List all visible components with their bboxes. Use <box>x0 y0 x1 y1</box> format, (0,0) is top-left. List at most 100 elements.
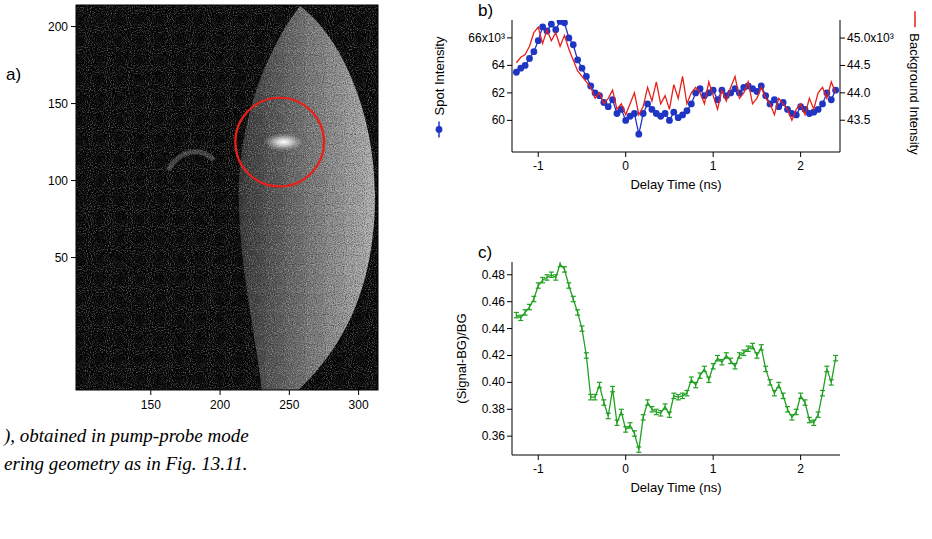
data-point <box>605 103 612 110</box>
line <box>514 317 519 318</box>
error-bar <box>693 382 698 387</box>
line <box>667 417 672 418</box>
line <box>824 371 829 372</box>
x-axis <box>512 455 840 456</box>
line <box>713 364 714 369</box>
line <box>765 366 766 371</box>
line <box>660 411 661 416</box>
caption-line: ering geometry as in Fig. 13.11. <box>4 453 247 474</box>
line <box>748 346 749 351</box>
y2-tick <box>840 65 845 66</box>
line <box>752 343 753 348</box>
plot-area <box>513 20 839 138</box>
line <box>730 358 731 363</box>
y2-tick-label: 43.5 <box>847 113 871 127</box>
line <box>599 382 600 387</box>
line <box>750 348 755 349</box>
data-point <box>644 100 651 107</box>
line <box>525 310 526 315</box>
line <box>776 387 781 388</box>
line <box>566 282 571 283</box>
x-tick-label: -1 <box>533 462 544 476</box>
error-bar <box>833 355 838 360</box>
line <box>769 380 770 385</box>
line <box>671 393 676 394</box>
y2-tick-label: 44.0 <box>847 86 871 100</box>
line <box>691 377 692 382</box>
line <box>606 418 611 419</box>
y-tick <box>71 257 76 258</box>
roi-circle <box>235 98 324 187</box>
error-bar <box>597 382 602 387</box>
line <box>759 349 764 350</box>
line <box>658 410 663 411</box>
error-bar <box>811 420 816 425</box>
y-tick <box>507 436 512 437</box>
line <box>647 400 648 405</box>
y2-tick <box>840 38 845 39</box>
error-bar <box>610 386 615 391</box>
data-point <box>526 55 533 62</box>
error-bar <box>733 364 738 369</box>
line <box>590 394 591 399</box>
line <box>656 409 657 414</box>
error-bar <box>562 267 567 272</box>
error-bar <box>671 393 676 398</box>
line <box>564 267 565 272</box>
line <box>636 452 641 453</box>
data-point <box>548 21 555 28</box>
line <box>540 277 545 278</box>
line <box>698 372 703 373</box>
data-point <box>771 96 778 103</box>
error-bar <box>750 343 755 348</box>
line <box>798 398 803 399</box>
line <box>527 309 532 310</box>
line <box>523 309 528 310</box>
y-tick-label: 0.38 <box>482 402 506 416</box>
error-bar <box>824 366 829 371</box>
x-axis-title: Delay Time (ns) <box>630 480 721 495</box>
line <box>781 393 786 394</box>
line <box>693 387 698 388</box>
x-tick <box>538 455 539 460</box>
data-point <box>819 100 826 107</box>
line <box>726 353 727 358</box>
error-bar <box>781 393 786 398</box>
error-bar <box>754 353 759 358</box>
line <box>763 366 768 367</box>
line <box>807 422 812 423</box>
line <box>706 382 711 383</box>
error-bar <box>776 382 781 387</box>
line <box>768 384 773 385</box>
line <box>816 417 821 418</box>
x-tick <box>800 455 801 460</box>
line <box>542 277 543 282</box>
line <box>789 419 794 420</box>
legend-sample <box>436 121 443 137</box>
y2-tick <box>840 92 845 93</box>
line <box>520 315 521 320</box>
error-bar <box>746 346 751 351</box>
x-tick <box>713 152 714 157</box>
line <box>783 393 784 398</box>
panel-letter: b) <box>478 1 493 20</box>
line <box>763 371 768 372</box>
error-bar <box>816 412 821 417</box>
error-bar <box>663 404 668 409</box>
line <box>772 395 777 396</box>
noise <box>76 5 378 390</box>
error-bar <box>789 415 794 420</box>
line <box>831 380 832 385</box>
error-bar <box>566 283 571 288</box>
y-tick <box>507 120 512 121</box>
y-tick-label: 100 <box>48 174 68 188</box>
line <box>651 407 652 412</box>
line <box>588 399 593 400</box>
line <box>811 419 816 420</box>
x-tick <box>713 455 714 460</box>
line <box>593 399 598 400</box>
x-tick <box>625 455 626 460</box>
line <box>803 405 808 406</box>
y-tick-label: 0.44 <box>482 322 506 336</box>
series-line <box>516 27 835 120</box>
